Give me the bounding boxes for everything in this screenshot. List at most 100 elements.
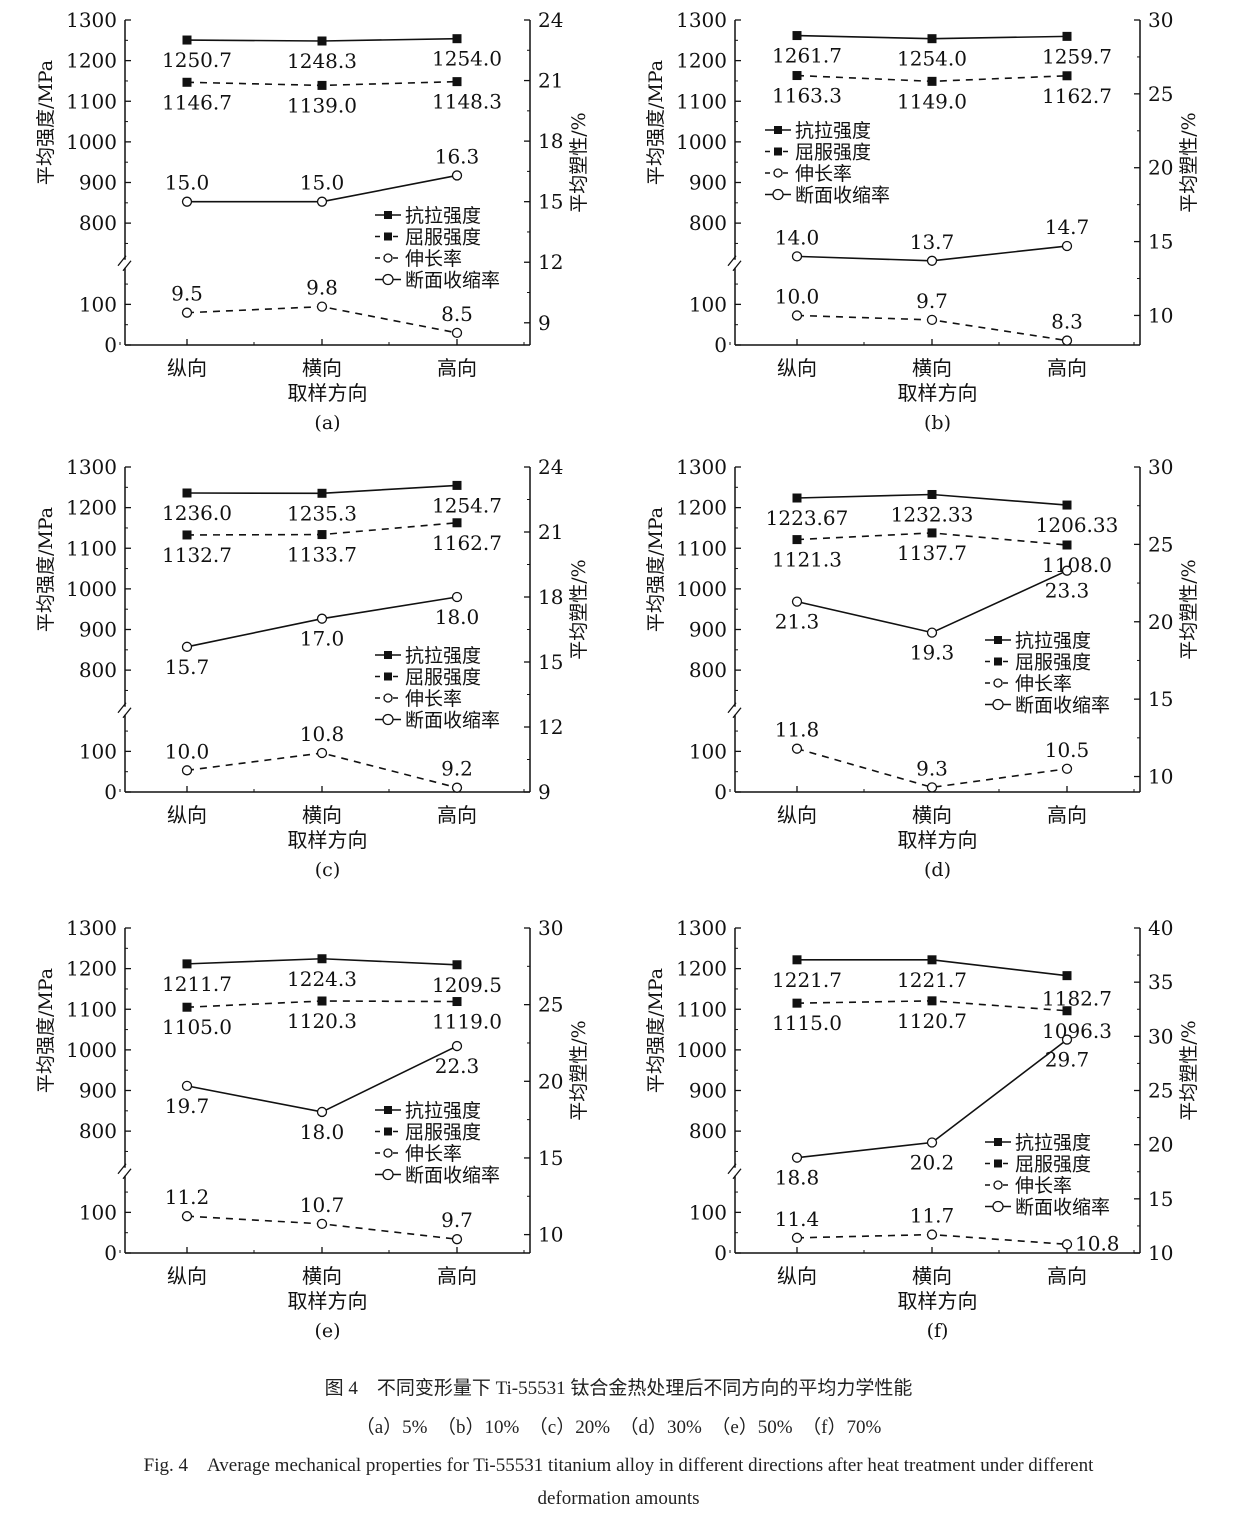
data-point-square: [317, 80, 327, 90]
left-tick-label: 0: [714, 333, 727, 357]
data-point-square: [317, 36, 327, 46]
data-label: 14.0: [775, 225, 820, 249]
right-axis-title: 平均塑性/%: [568, 559, 590, 659]
right-tick-label: 30: [1148, 1024, 1173, 1048]
right-axis-title: 平均塑性/%: [1178, 1020, 1200, 1120]
data-point-square: [1062, 71, 1072, 81]
legend-marker-square: [384, 211, 392, 219]
legend-label: 屈服强度: [1015, 1154, 1091, 1176]
data-label: 9.3: [916, 756, 948, 780]
data-point-circle: [1061, 240, 1073, 252]
data-point-circle: [926, 627, 938, 638]
left-axis-title: 平均强度/MPa: [35, 968, 57, 1093]
data-label: 11.2: [165, 1185, 210, 1209]
data-label: 23.3: [1045, 579, 1090, 603]
data-label: 1221.7: [897, 968, 967, 992]
chart-panel-e: 0 100 800 900 1000 1100 1200 1300 10 15 20 25 30 纵向 横向…: [35, 916, 590, 1342]
data-label: 1149.0: [897, 89, 967, 113]
axis-break-mark: [122, 707, 132, 719]
data-point-circle: [316, 196, 328, 207]
left-tick-label: 800: [689, 1119, 727, 1143]
data-point-circle: [181, 1211, 193, 1222]
legend-label: 断面收缩率: [1015, 1197, 1110, 1219]
legend-marker-square: [994, 657, 1002, 666]
data-point-square: [182, 1002, 192, 1012]
right-tick-label: 15: [1148, 687, 1173, 711]
data-point-circle: [181, 641, 193, 652]
data-label: 18.8: [775, 1166, 820, 1190]
data-label: 1223.67: [766, 506, 849, 530]
data-label: 1236.0: [162, 501, 232, 525]
right-tick-label: 15: [538, 1146, 563, 1170]
left-tick-label: 1000: [676, 130, 727, 154]
data-label: 1254.7: [432, 493, 502, 517]
left-tick-label: 1000: [676, 1038, 727, 1062]
left-axis-title: 平均强度/MPa: [35, 60, 57, 185]
data-label: 1148.3: [432, 90, 502, 114]
axis-break-mark: [122, 1168, 132, 1180]
right-axis-title: 平均塑性/%: [1178, 112, 1200, 212]
panel-label: (b): [924, 412, 951, 434]
right-tick-label: 10: [1148, 303, 1173, 327]
x-axis-title: 取样方向: [898, 828, 978, 852]
axis-break-mark: [117, 1163, 127, 1175]
data-point-square: [317, 954, 327, 964]
data-point-circle: [451, 1040, 463, 1052]
data-label: 1146.7: [162, 90, 232, 114]
data-label: 14.7: [1045, 215, 1090, 239]
axis-break-mark: [122, 260, 132, 272]
data-point-circle: [181, 765, 193, 776]
left-tick-label: 100: [79, 292, 117, 316]
data-point-square: [927, 489, 937, 499]
caption-en-line1: Fig. 4 Average mechanical properties for…: [143, 1455, 1094, 1476]
right-tick-label: 20: [1148, 610, 1173, 634]
data-label: 1162.7: [1042, 84, 1112, 108]
right-tick-label: 20: [1148, 156, 1173, 180]
data-point-circle: [316, 747, 328, 759]
panel-label: (c): [315, 859, 340, 881]
left-tick-label: 1200: [66, 957, 117, 981]
data-label: 9.8: [306, 276, 338, 300]
right-tick-label: 25: [538, 993, 563, 1017]
data-point-circle: [791, 596, 803, 607]
left-tick-label: 900: [79, 171, 117, 195]
left-tick-label: 800: [79, 211, 117, 235]
data-label: 20.2: [910, 1151, 955, 1175]
legend-label: 抗拉强度: [405, 1100, 481, 1122]
left-tick-label: 800: [79, 658, 117, 682]
data-label: 1121.3: [772, 548, 842, 572]
data-point-circle: [1061, 565, 1073, 576]
right-tick-label: 18: [538, 129, 563, 153]
caption-cn-subpanels: （a）5% （b）10% （c）20% （d）30% （e）50% （f）70%: [355, 1417, 882, 1438]
left-tick-label: 1100: [66, 997, 117, 1021]
left-tick-label: 100: [79, 1200, 117, 1224]
right-tick-label: 15: [1148, 1187, 1173, 1211]
data-point-square: [317, 488, 327, 498]
legend-marker-circle: [383, 693, 393, 703]
data-point-circle: [316, 1106, 328, 1118]
data-label: 1259.7: [1042, 44, 1112, 68]
data-label: 29.7: [1045, 1048, 1090, 1072]
data-point-circle: [1061, 1239, 1073, 1250]
data-label: 1224.3: [287, 967, 357, 991]
left-tick-label: 100: [689, 739, 727, 763]
data-label: 1132.7: [162, 543, 232, 567]
left-tick-label: 1200: [66, 49, 117, 73]
left-tick-label: 800: [689, 658, 727, 682]
legend-label: 断面收缩率: [1015, 695, 1110, 717]
right-tick-label: 25: [1148, 1079, 1173, 1103]
data-label: 11.8: [775, 718, 820, 742]
left-tick-label: 0: [714, 1241, 727, 1265]
data-point-square: [452, 34, 462, 44]
legend-marker-circle: [992, 698, 1004, 711]
left-tick-label: 100: [689, 1200, 727, 1224]
axis-break-mark: [727, 702, 737, 714]
series-line-伸长率: [186, 752, 458, 789]
left-tick-label: 1300: [66, 916, 117, 940]
data-label: 11.4: [775, 1207, 820, 1231]
legend-label: 屈服强度: [405, 1122, 481, 1144]
data-point-square: [1062, 31, 1072, 41]
